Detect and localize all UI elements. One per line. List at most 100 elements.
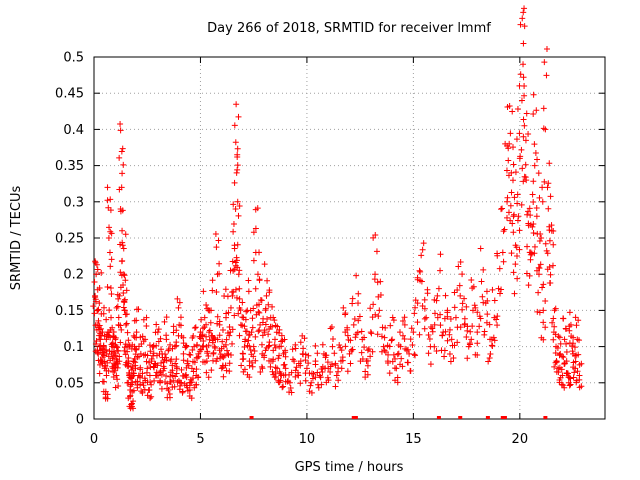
data-point [239, 314, 246, 321]
data-point [480, 299, 487, 306]
data-point [446, 331, 453, 338]
data-point [93, 271, 100, 278]
data-point [431, 321, 438, 328]
data-point [412, 304, 419, 311]
data-point [454, 339, 461, 346]
data-point [364, 362, 371, 369]
data-point [364, 371, 371, 378]
data-point [566, 323, 573, 330]
data-point [406, 350, 413, 357]
data-point [224, 347, 231, 354]
data-point [133, 346, 140, 353]
data-point [511, 290, 518, 297]
data-point [520, 133, 527, 140]
data-point [106, 307, 113, 314]
data-point [521, 82, 528, 89]
data-point [567, 381, 574, 388]
data-point [192, 324, 199, 331]
data-point [107, 263, 114, 270]
data-point [233, 257, 240, 264]
data-point [171, 383, 178, 390]
data-point [209, 339, 216, 346]
data-point [519, 15, 526, 22]
data-point [144, 392, 151, 399]
data-point [557, 340, 564, 347]
axis-ticks: 0 5 10 15 20 0 0.05 0.1 0.15 0.2 0.25 0.3 0.35 0.4 0.4… [55, 51, 605, 447]
data-point [514, 200, 521, 207]
data-point [537, 230, 544, 237]
data-point [516, 130, 523, 137]
data-point [99, 354, 106, 361]
data-point [535, 271, 542, 278]
data-point [184, 387, 191, 394]
data-point [167, 341, 174, 348]
data-point [140, 338, 147, 345]
data-point [153, 321, 160, 328]
data-point [135, 353, 142, 360]
data-point [544, 250, 551, 257]
data-point [388, 337, 395, 344]
data-point [117, 339, 124, 346]
data-point [105, 368, 112, 375]
data-point [143, 369, 150, 376]
data-point [312, 361, 319, 368]
data-point [537, 261, 544, 268]
data-point [201, 359, 208, 366]
data-point [272, 364, 279, 371]
data-point [154, 329, 161, 336]
data-point [269, 303, 276, 310]
data-point [426, 336, 433, 343]
data-point [272, 344, 279, 351]
data-point [441, 353, 448, 360]
data-point [500, 258, 507, 265]
data-point [374, 331, 381, 338]
data-point [135, 343, 142, 350]
data-point [342, 343, 349, 350]
data-point [576, 361, 583, 368]
data-point [256, 277, 263, 284]
data-point [569, 348, 576, 355]
data-point [575, 351, 582, 358]
data-point [259, 332, 266, 339]
data-point [555, 369, 562, 376]
data-point [510, 144, 517, 151]
data-point [342, 310, 349, 317]
data-point [396, 329, 403, 336]
data-point [109, 355, 116, 362]
data-point [437, 251, 444, 258]
data-point [504, 194, 511, 201]
data-point [450, 355, 457, 362]
data-point [134, 384, 141, 391]
data-point [231, 179, 238, 186]
data-point [544, 266, 551, 273]
data-point [544, 184, 551, 191]
data-point [417, 268, 424, 275]
data-point [455, 263, 462, 270]
data-point [392, 355, 399, 362]
data-point [395, 341, 402, 348]
data-point [314, 369, 321, 376]
data-point [297, 358, 304, 365]
data-point [536, 265, 543, 272]
data-point [411, 351, 418, 358]
data-point [250, 343, 257, 350]
data-point [119, 257, 126, 264]
data-point [372, 231, 379, 238]
data-point [212, 344, 219, 351]
data-point [233, 169, 240, 176]
zero-marker [436, 416, 441, 419]
data-point [219, 338, 226, 345]
data-point [367, 305, 374, 312]
data-point [278, 338, 285, 345]
data-point [457, 324, 464, 331]
data-point [510, 269, 517, 276]
data-point [104, 184, 111, 191]
data-point [238, 362, 245, 369]
data-point [203, 301, 210, 308]
data-point [216, 332, 223, 339]
data-point [512, 169, 519, 176]
data-point [421, 315, 428, 322]
data-point [117, 208, 124, 215]
data-point [539, 198, 546, 205]
data-point [520, 9, 527, 16]
